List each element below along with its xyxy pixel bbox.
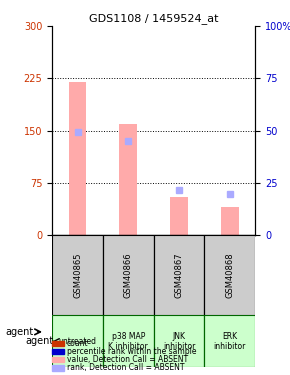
Text: agent: agent xyxy=(25,336,53,346)
Bar xyxy=(69,82,86,235)
FancyBboxPatch shape xyxy=(103,235,154,315)
Text: percentile rank within the sample: percentile rank within the sample xyxy=(67,347,196,356)
FancyBboxPatch shape xyxy=(204,235,255,315)
FancyBboxPatch shape xyxy=(204,315,255,368)
Text: GSM40867: GSM40867 xyxy=(175,252,184,298)
FancyBboxPatch shape xyxy=(154,315,204,368)
Bar xyxy=(221,207,239,235)
Text: untreated: untreated xyxy=(59,337,97,346)
Bar xyxy=(170,196,188,235)
Text: GSM40865: GSM40865 xyxy=(73,252,82,298)
FancyBboxPatch shape xyxy=(52,235,103,315)
Text: GSM40868: GSM40868 xyxy=(225,252,234,298)
Text: ERK
inhibitor: ERK inhibitor xyxy=(214,332,246,351)
Bar xyxy=(119,124,137,235)
Text: rank, Detection Call = ABSENT: rank, Detection Call = ABSENT xyxy=(67,363,184,372)
Text: count: count xyxy=(67,339,88,348)
FancyBboxPatch shape xyxy=(103,315,154,368)
Title: GDS1108 / 1459524_at: GDS1108 / 1459524_at xyxy=(89,13,218,24)
FancyBboxPatch shape xyxy=(52,315,103,368)
Text: JNK
inhibitor: JNK inhibitor xyxy=(163,332,195,351)
Text: p38 MAP
K inhibitor: p38 MAP K inhibitor xyxy=(108,332,148,351)
Text: agent: agent xyxy=(6,327,34,337)
FancyBboxPatch shape xyxy=(154,235,204,315)
Text: value, Detection Call = ABSENT: value, Detection Call = ABSENT xyxy=(67,355,188,364)
Text: GSM40866: GSM40866 xyxy=(124,252,133,298)
